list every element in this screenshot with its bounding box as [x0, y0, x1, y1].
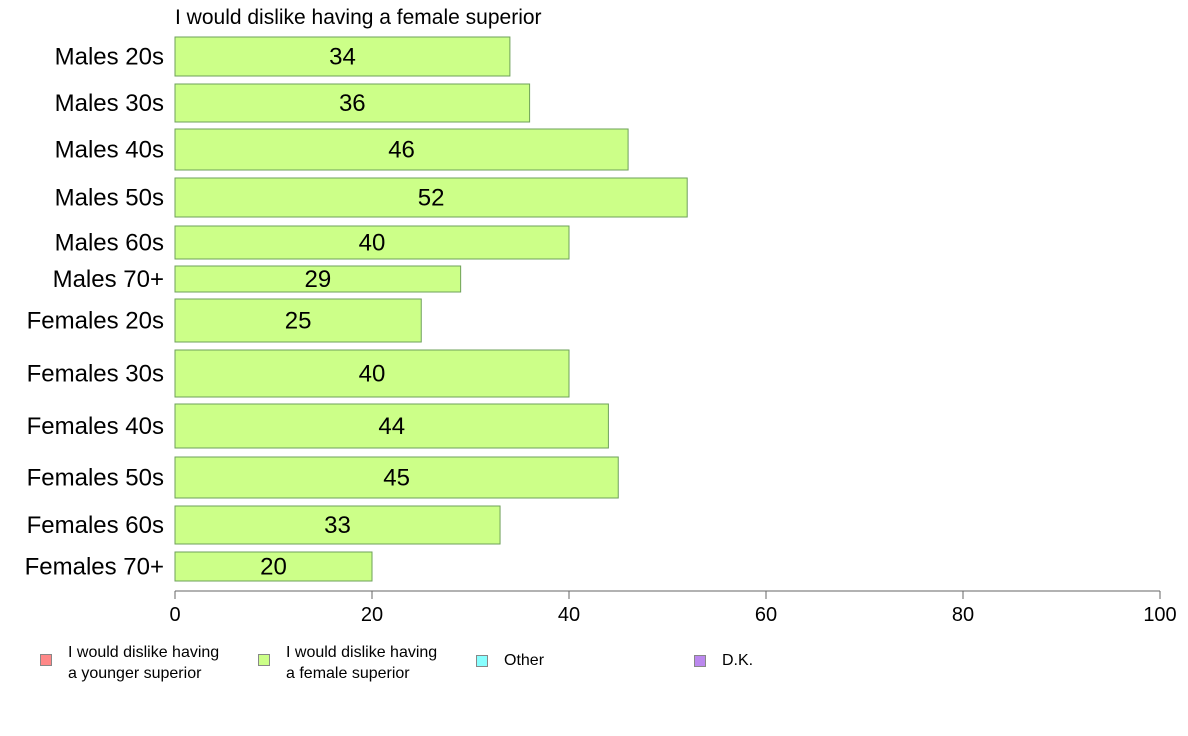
data-label-3: 46	[388, 137, 415, 164]
data-label-5: 40	[359, 230, 386, 257]
x-tick-label-100: 100	[1143, 604, 1176, 626]
chart-title: I would dislike having a female superior	[175, 6, 542, 29]
bar-1	[174, 36, 511, 77]
legend-label-other: Other	[504, 652, 545, 669]
category-label-3: Males 40s	[55, 137, 164, 164]
category-label-9: Females 40s	[27, 413, 164, 440]
legend-swatch-female	[258, 654, 270, 666]
legend-label-younger-line2: a younger superior	[68, 665, 202, 682]
legend: I would dislike having a younger superio…	[0, 642, 1188, 692]
category-label-8: Females 30s	[27, 361, 164, 388]
category-label-1: Males 20s	[55, 44, 164, 71]
data-label-11: 33	[324, 512, 351, 539]
x-tick-label-40: 40	[558, 604, 580, 626]
bar-7	[174, 298, 422, 343]
bar-3	[174, 128, 629, 171]
bar-8	[174, 349, 570, 398]
bar-5	[174, 225, 570, 260]
legend-label-younger-line1: I would dislike having	[68, 644, 220, 661]
legend-swatch-younger	[40, 654, 52, 666]
legend-label-dk: D.K.	[722, 652, 754, 669]
bar-2	[174, 83, 531, 123]
legend-swatch-dk	[694, 655, 706, 667]
category-label-10: Females 50s	[27, 465, 164, 492]
bar-4	[174, 177, 688, 218]
x-tick-label-80: 80	[952, 604, 974, 626]
data-label-2: 36	[339, 90, 366, 117]
data-label-8: 40	[359, 361, 386, 388]
legend-item-other: Other	[476, 650, 684, 671]
data-label-10: 45	[383, 465, 410, 492]
bar-10	[174, 456, 619, 499]
bar-6	[174, 265, 462, 293]
category-label-4: Males 50s	[55, 185, 164, 212]
legend-swatch-other	[476, 655, 488, 667]
data-label-6: 29	[304, 266, 331, 293]
bar-11	[174, 505, 501, 545]
category-label-12: Females 70+	[25, 554, 164, 581]
category-label-6: Males 70+	[53, 266, 164, 293]
data-label-4: 52	[418, 185, 445, 212]
category-label-11: Females 60s	[27, 512, 164, 539]
data-label-9: 44	[378, 413, 405, 440]
legend-item-dk: D.K.	[694, 650, 902, 671]
category-label-2: Males 30s	[55, 90, 164, 117]
data-label-7: 25	[285, 308, 312, 335]
legend-label-female-line1: I would dislike having	[286, 644, 438, 661]
bar-9	[174, 403, 609, 449]
legend-label-female-line2: a female superior	[286, 665, 410, 682]
legend-item-younger: I would dislike having a younger superio…	[40, 642, 248, 684]
x-tick-label-20: 20	[361, 604, 383, 626]
legend-label-younger: I would dislike having a younger superio…	[68, 642, 248, 684]
category-label-5: Males 60s	[55, 230, 164, 257]
x-tick-label-0: 0	[169, 604, 180, 626]
bar-12	[174, 551, 373, 582]
x-tick-label-60: 60	[755, 604, 777, 626]
category-label-7: Females 20s	[27, 308, 164, 335]
legend-item-female: I would dislike having a female superior	[258, 642, 466, 684]
data-label-1: 34	[329, 44, 356, 71]
legend-label-female: I would dislike having a female superior	[286, 642, 466, 684]
data-label-12: 20	[260, 554, 287, 581]
